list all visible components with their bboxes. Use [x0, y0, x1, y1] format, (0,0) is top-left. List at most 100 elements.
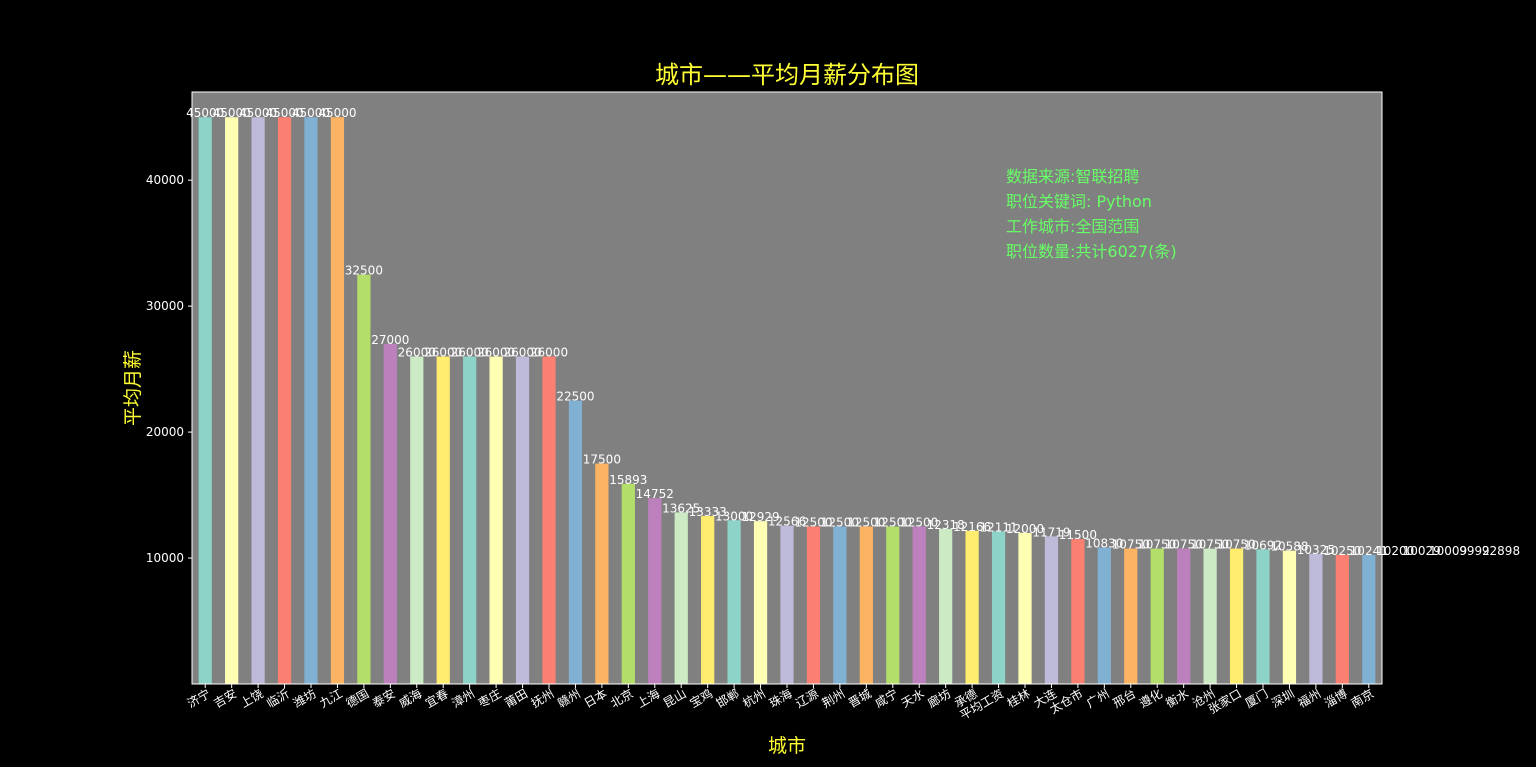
- x-tick-label-28: 廊坊: [925, 686, 953, 711]
- x-tick-label-40: 厦门: [1242, 686, 1270, 711]
- value-label-43: 10250: [1323, 544, 1361, 558]
- value-label-14: 22500: [556, 390, 594, 404]
- x-tick-label-31: 桂林: [1004, 686, 1032, 711]
- bar-3: [277, 117, 292, 685]
- bar-25: [859, 526, 873, 684]
- value-label-4: 45000: [292, 106, 330, 120]
- value-label-36: 10750: [1138, 538, 1176, 552]
- bar-0: [198, 117, 212, 685]
- extra-value-label-2: 10009: [1429, 544, 1467, 558]
- x-axis-label: 城市: [768, 735, 806, 757]
- annotation-keyword: 职位关键词: Python: [1006, 192, 1152, 211]
- value-label-1: 45000: [213, 106, 251, 120]
- x-tick-label-17: 上海: [634, 686, 662, 711]
- bar-11: [489, 356, 503, 684]
- value-label-33: 11500: [1059, 528, 1097, 542]
- bar-23: [806, 526, 821, 684]
- x-tick-label-21: 杭州: [740, 686, 768, 711]
- value-label-13: 26000: [530, 346, 568, 360]
- value-label-9: 26000: [424, 346, 462, 360]
- value-label-40: 10692: [1244, 538, 1282, 552]
- x-tick-label-14: 赣州: [555, 686, 583, 710]
- bar-30: [991, 531, 1006, 684]
- bar-35: [1124, 548, 1138, 684]
- bar-37: [1177, 548, 1191, 684]
- x-tick-label-7: 泰安: [370, 686, 398, 711]
- x-tick-label-34: 广州: [1084, 686, 1112, 710]
- value-label-10: 26000: [451, 346, 489, 360]
- value-label-5: 45000: [318, 106, 356, 120]
- bars: [198, 117, 1376, 685]
- bar-18: [674, 512, 688, 684]
- annotation-count: 职位数量:共计6027(条): [1006, 242, 1177, 261]
- x-tick-label-36: 遵化: [1136, 686, 1164, 711]
- value-label-29: 12166: [953, 520, 991, 534]
- value-label-7: 27000: [371, 333, 409, 347]
- value-label-17: 14752: [636, 487, 674, 501]
- value-label-25: 12500: [847, 516, 885, 530]
- x-tick-label-15: 日本: [582, 686, 610, 710]
- x-tick-label-42: 福州: [1295, 686, 1323, 711]
- value-label-35: 10750: [1112, 538, 1150, 552]
- value-label-23: 12500: [794, 516, 832, 530]
- x-tick-label-9: 宜春: [422, 686, 450, 711]
- extra-value-label-0: 10200: [1376, 544, 1414, 558]
- bar-33: [1071, 539, 1085, 684]
- x-tick-label-24: 荆州: [820, 686, 848, 710]
- bar-42: [1309, 553, 1323, 684]
- x-axis: 济宁吉安上饶临沂潍坊九江德国泰安威海宜春漳州枣庄莆田抚州赣州日本北京上海昆山宝鸡…: [184, 684, 1376, 723]
- annotation-city: 工作城市:全国范围: [1006, 217, 1139, 236]
- bar-13: [542, 356, 556, 684]
- x-tick-label-35: 邢台: [1110, 686, 1138, 711]
- bar-28: [939, 528, 953, 684]
- bar-7: [383, 343, 397, 684]
- bar-38: [1203, 548, 1217, 684]
- x-tick-label-2: 上饶: [238, 686, 266, 710]
- bar-32: [1044, 536, 1059, 684]
- x-tick-label-20: 邯郸: [713, 686, 741, 711]
- y-tick-label-3: 40000: [146, 173, 184, 187]
- y-tick-label-2: 30000: [146, 299, 184, 313]
- bar-2: [251, 117, 265, 685]
- x-tick-label-18: 昆山: [661, 686, 689, 710]
- bar-22: [780, 525, 794, 684]
- bar-14: [568, 400, 583, 684]
- chart-title: 城市——平均月薪分布图: [655, 61, 919, 89]
- value-label-6: 32500: [345, 264, 383, 278]
- value-label-41: 10588: [1270, 540, 1308, 554]
- x-tick-label-6: 德国: [343, 686, 371, 711]
- x-tick-label-19: 宝鸡: [687, 686, 715, 711]
- bar-27: [912, 526, 926, 684]
- x-tick-label-10: 漳州: [449, 686, 477, 711]
- annotation-source: 数据来源:智联招聘: [1006, 167, 1139, 186]
- bar-12: [515, 356, 530, 684]
- bar-29: [965, 530, 979, 684]
- value-label-0: 45000: [186, 106, 224, 120]
- value-label-2: 45000: [239, 106, 277, 120]
- bar-44: [1362, 555, 1376, 684]
- x-tick-label-41: 深圳: [1269, 686, 1297, 710]
- value-label-39: 10750: [1217, 538, 1255, 552]
- value-label-11: 26000: [477, 346, 515, 360]
- bar-15: [595, 463, 609, 684]
- x-tick-label-26: 咸宁: [872, 686, 900, 711]
- bar-31: [1018, 532, 1032, 684]
- bar-8: [410, 356, 424, 684]
- value-label-30: 12111: [979, 520, 1017, 534]
- value-label-20: 13000: [715, 509, 753, 523]
- x-tick-label-16: 北京: [608, 686, 636, 710]
- bar-20: [727, 520, 741, 684]
- x-tick-label-43: 淄博: [1322, 686, 1350, 711]
- value-label-27: 12500: [900, 516, 938, 530]
- y-axis: 10000 20000 30000 40000: [146, 173, 192, 565]
- bar-5: [330, 117, 345, 685]
- x-tick-label-23: 辽源: [793, 686, 821, 710]
- extra-value-label-4: 92898: [1482, 544, 1520, 558]
- value-label-24: 12500: [821, 516, 859, 530]
- bar-9: [436, 356, 450, 684]
- bar-43: [1335, 554, 1349, 684]
- value-label-8: 26000: [398, 346, 436, 360]
- source-annotation: 数据来源:智联招聘 职位关键词: Python 工作城市:全国范围 职位数量:共…: [1006, 167, 1177, 261]
- x-tick-label-11: 枣庄: [475, 686, 503, 711]
